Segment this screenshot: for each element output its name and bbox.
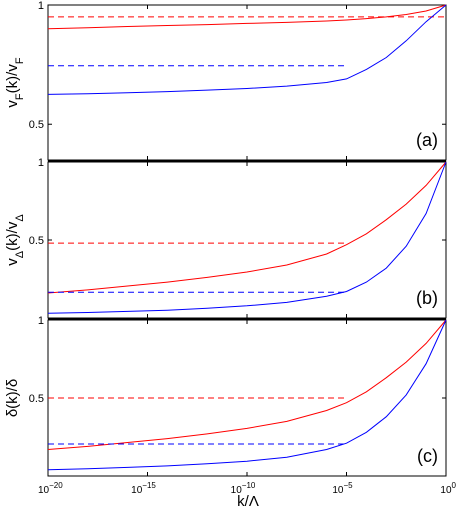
panel-label: (b): [416, 288, 438, 308]
x-tick-label-exponent: −15: [142, 481, 156, 490]
series-blue-solid: [47, 319, 447, 471]
series-red-solid: [47, 4, 447, 30]
y-tick-label: 1: [38, 157, 44, 169]
series-blue-solid: [47, 161, 447, 314]
x-tick-label-exponent: −20: [49, 481, 63, 490]
panel-label: (c): [417, 446, 438, 466]
x-tick-label: 100: [440, 481, 456, 496]
y-tick-label: 1: [38, 0, 44, 12]
y-axis-label: vF(k)/vF: [4, 57, 26, 107]
x-tick-label-exponent: 0: [452, 481, 457, 490]
x-tick-label: 10−10: [231, 481, 256, 496]
y-axis-label-subscript: Δ: [14, 250, 26, 258]
x-axis: k/Λ 10−20 10−15 10−10 10−5 100: [38, 481, 457, 510]
y-tick-label: 0.5: [29, 393, 44, 405]
panel-label: (a): [416, 130, 438, 150]
y-axis-label: δ(k)/δ: [4, 379, 21, 417]
y-axis-label-subscript: F: [14, 93, 26, 100]
y-tick-label: 0.5: [29, 119, 44, 131]
x-tick-label: 10−5: [332, 481, 353, 496]
y-axis-label-text: v: [4, 100, 21, 108]
y-axis-label-subscript: F: [14, 57, 26, 64]
y-axis-label-text: v: [4, 258, 21, 266]
panels-layer: 0.51(a)vF(k)/vF0.51(b)vΔ(k)/vΔ0.51(c)δ(k…: [4, 0, 447, 477]
y-axis-label-text: δ(k)/δ: [4, 379, 21, 417]
x-tick-label: 10−20: [38, 481, 63, 496]
x-tick-label: 10−15: [131, 481, 156, 496]
x-tick-label-base: 10: [38, 485, 50, 496]
y-tick-label: 1: [38, 315, 44, 327]
panel-c: 0.5 1 (c) δ(k)/δ: [4, 315, 447, 477]
x-tick-label-base: 10: [440, 485, 452, 496]
panel-frame: [47, 161, 447, 319]
x-axis-label: k/Λ: [237, 493, 259, 510]
x-tick-label-exponent: −5: [344, 481, 354, 490]
y-axis-label: vΔ(k)/vΔ: [4, 214, 26, 266]
panel-frame: [47, 319, 447, 477]
y-axis-label-subscript: Δ: [14, 214, 26, 222]
series-red-solid: [47, 161, 447, 294]
x-tick-label-base: 10: [231, 485, 243, 496]
panel-b: 0.51(b)vΔ(k)/vΔ: [4, 157, 447, 319]
x-tick-label-exponent: −10: [242, 481, 256, 490]
y-axis-label-text: (k)/v: [4, 64, 21, 94]
x-tick-label-base: 10: [332, 485, 344, 496]
panel-frame: [47, 4, 447, 161]
series-blue-solid: [47, 4, 447, 95]
x-tick-label-base: 10: [131, 485, 143, 496]
panel-a: 0.51(a)vF(k)/vF: [4, 0, 447, 161]
y-tick-label: 0.5: [29, 235, 44, 247]
y-axis-label-text: (k)/v: [4, 221, 21, 251]
series-red-solid: [47, 319, 447, 450]
